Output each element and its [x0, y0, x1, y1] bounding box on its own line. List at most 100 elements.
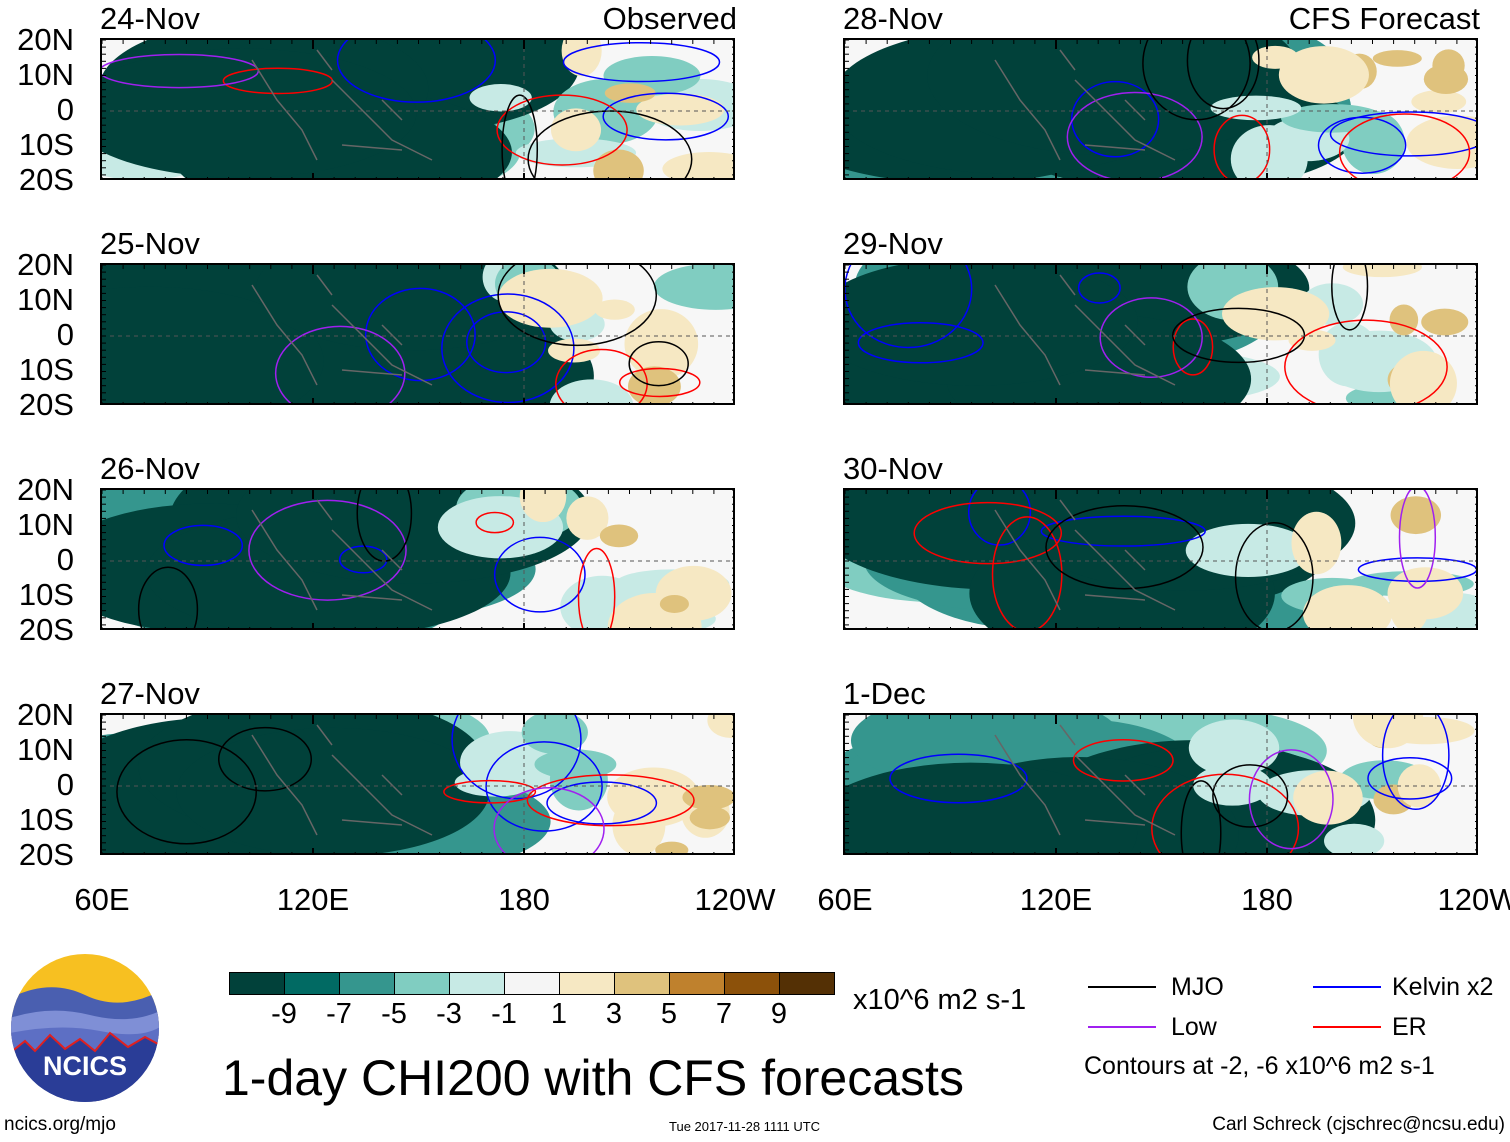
- contour-line: [618, 367, 701, 398]
- contour-line: [217, 726, 313, 792]
- dry-area: [1389, 350, 1457, 403]
- coastline: [994, 724, 1176, 836]
- colorbar-label: -7: [326, 998, 352, 1030]
- panel-title: 24-Nov: [100, 1, 200, 36]
- dry-area: [497, 268, 603, 328]
- lat-label: 10N: [17, 507, 74, 542]
- contour-line: [1099, 297, 1203, 378]
- dry-area: [604, 83, 656, 103]
- lon-label: 120E: [1019, 882, 1093, 917]
- convection-area: [102, 286, 324, 403]
- convection-area: [549, 749, 608, 811]
- coastline: [994, 49, 1176, 161]
- lat-label: 20S: [18, 837, 74, 872]
- lat-label: 10S: [18, 352, 74, 387]
- dry-area: [1389, 576, 1430, 628]
- footer-url[interactable]: ncics.org/mjo: [4, 1114, 116, 1135]
- coastline: [251, 499, 433, 611]
- legend-line-er: [1313, 1026, 1381, 1028]
- contour-line: [1329, 111, 1476, 157]
- colorbar-label: 3: [605, 998, 623, 1030]
- contour-line: [1338, 113, 1471, 178]
- convection-area: [549, 379, 634, 403]
- contour-line: [451, 715, 582, 800]
- lat-label: 20N: [17, 697, 74, 732]
- convection-area: [845, 265, 1138, 386]
- dry-area: [1288, 329, 1336, 351]
- contour-line: [1398, 490, 1437, 589]
- legend-label-er: ER: [1392, 1013, 1427, 1041]
- convection-area: [469, 84, 532, 112]
- colorbar-swatch: [449, 972, 505, 995]
- ncics-logo: NCICS: [10, 953, 160, 1103]
- colorbar-units: x10^6 m2 s-1: [853, 984, 1027, 1016]
- dry-area: [1411, 90, 1467, 114]
- map-panel-27-Nov: [100, 713, 735, 855]
- colorbar-label: -5: [381, 998, 407, 1030]
- dry-area: [1278, 46, 1369, 104]
- legend-line-low: [1088, 1026, 1156, 1028]
- lat-label: 20N: [17, 22, 74, 57]
- lat-label: 0: [56, 767, 74, 802]
- contour-line: [546, 781, 658, 825]
- contour-note: Contours at -2, -6 x10^6 m2 s-1: [1084, 1052, 1435, 1080]
- dry-area: [689, 806, 731, 830]
- colorbar-label: 9: [770, 998, 788, 1030]
- dry-area: [561, 40, 602, 77]
- lat-label: 10S: [18, 127, 74, 162]
- colorbar-swatch: [504, 972, 560, 995]
- colorbar-label: -9: [271, 998, 297, 1030]
- convection-area: [521, 715, 588, 754]
- colorbar-label: 7: [715, 998, 733, 1030]
- lon-label: 180: [1241, 882, 1293, 917]
- contour-line: [1172, 318, 1214, 376]
- coastline: [251, 724, 433, 836]
- map-panel-29-Nov: [843, 263, 1478, 405]
- map-panel-24-Nov: [100, 38, 735, 180]
- map-panel-26-Nov: [100, 488, 735, 630]
- panel-title: 28-Nov: [843, 1, 943, 36]
- convection-area: [1188, 719, 1280, 777]
- convection-area: [102, 48, 417, 178]
- contour-line: [889, 753, 1028, 804]
- lat-label: 10N: [17, 282, 74, 317]
- dry-area: [599, 524, 639, 548]
- contour-line: [501, 94, 539, 178]
- contour-line: [1180, 780, 1222, 853]
- contour-line: [493, 536, 586, 613]
- forecast-header: CFS Forecast: [1288, 1, 1480, 36]
- dry-area: [1352, 715, 1424, 749]
- dry-area: [1302, 585, 1393, 628]
- contour-line: [497, 265, 658, 347]
- dry-area: [1291, 511, 1342, 575]
- lat-label: 20S: [18, 162, 74, 197]
- coastline: [994, 274, 1176, 386]
- lat-label: 10N: [17, 732, 74, 767]
- legend-line-mjo: [1088, 986, 1156, 988]
- contour-line: [493, 786, 605, 853]
- lon-label: 180: [498, 882, 550, 917]
- dry-area: [1372, 50, 1422, 67]
- lat-label: 20N: [17, 247, 74, 282]
- contour-line: [1367, 757, 1453, 800]
- contour-line: [526, 774, 695, 827]
- colorbar-label: -1: [491, 998, 517, 1030]
- contour-line: [1045, 504, 1204, 590]
- contour-line: [1142, 40, 1251, 121]
- contour-line: [163, 524, 244, 567]
- convection-area: [176, 727, 490, 853]
- dry-area: [594, 299, 635, 320]
- contour-line: [116, 738, 257, 845]
- contour-line: [338, 545, 388, 574]
- contour-line: [967, 490, 1032, 546]
- convection-area: [1324, 823, 1385, 853]
- contour-line: [1381, 715, 1450, 811]
- lat-label: 0: [56, 317, 74, 352]
- contour-line: [1317, 116, 1407, 174]
- contour-line: [475, 511, 515, 534]
- timestamp: Tue 2017-11-28 1111 UTC: [669, 1119, 821, 1134]
- contour-line: [845, 265, 973, 349]
- contour-line: [248, 499, 407, 601]
- convection-area: [653, 265, 733, 310]
- lat-label: 10S: [18, 802, 74, 837]
